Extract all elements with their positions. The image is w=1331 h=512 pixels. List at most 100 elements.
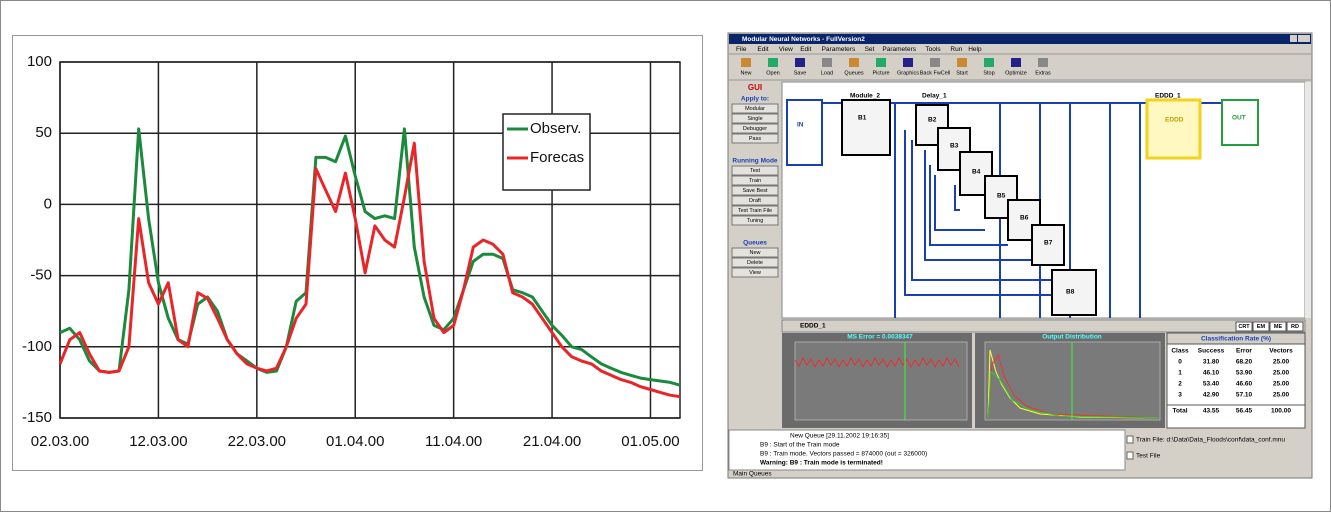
minimize-button[interactable] (1290, 35, 1297, 42)
node-label: EDDD (1165, 117, 1184, 124)
toolbar-label[interactable]: Stop (983, 70, 994, 76)
menu-item[interactable]: Run (950, 46, 962, 53)
toolbar-label[interactable]: Save (794, 70, 807, 76)
panel-button-label[interactable]: Tuning (747, 218, 764, 224)
toolbar-icon[interactable] (1038, 58, 1048, 67)
toolbar-label[interactable]: Optimize (1005, 70, 1027, 76)
toolbar-label[interactable]: Open (766, 70, 779, 76)
table-cell: 25.00 (1273, 359, 1290, 366)
panel-button-label[interactable]: Single (747, 116, 762, 122)
toolbar-label[interactable]: Extras (1035, 70, 1051, 76)
menu-item[interactable]: Tools (925, 46, 941, 53)
maximize-button[interactable] (1298, 35, 1305, 42)
toolbar-label[interactable]: Start (956, 70, 968, 76)
page: CM -150-100-5005010002.03.0012.03.0022.0… (0, 0, 1331, 512)
node-label: B5 (997, 193, 1006, 200)
toolbar-label[interactable]: Queues (844, 70, 864, 76)
panel-button-label[interactable]: View (749, 270, 761, 276)
distribution-plot-title: Output Distribution (1042, 334, 1102, 341)
panel-button-label[interactable]: Save Best (742, 188, 768, 194)
menu-item[interactable]: Edit (757, 46, 768, 53)
menu-item[interactable]: File (736, 46, 747, 53)
log-line: B9 : Train mode. Vectors passed = 874000… (760, 451, 927, 458)
panel-button-label[interactable]: Pass (749, 136, 761, 142)
table-cell: 56.45 (1236, 408, 1253, 415)
panel-button-label[interactable]: Modular (745, 106, 765, 112)
toolbar-label[interactable]: New (740, 70, 751, 76)
panel-button-label[interactable]: Debugger (743, 126, 767, 132)
train-file: Train File: d:\Data\Data_Floods\conf\dat… (1136, 437, 1285, 444)
panel-heading: Apply to: (741, 96, 769, 103)
panel-button-label[interactable]: Draft (749, 198, 761, 204)
scrollbar[interactable] (1305, 82, 1311, 318)
menu-item[interactable]: Parameters (822, 46, 856, 53)
toolbar-icon[interactable] (849, 58, 859, 67)
x-tick-label: 11.04.00 (425, 433, 482, 450)
y-tick-label: 50 (35, 124, 52, 141)
table-header: Vectors (1269, 348, 1293, 355)
toolbar-label[interactable]: Back FwCell (920, 70, 951, 76)
toolbar-label[interactable]: Picture (872, 70, 889, 76)
toolbar-icon[interactable] (903, 58, 913, 67)
node-box (842, 100, 890, 155)
legend-label: Forecas (530, 149, 584, 166)
x-tick-label: 01.05.00 (621, 433, 679, 450)
tab-label[interactable]: EM (1257, 324, 1266, 330)
log-line: B9 : Start of the Train mode (760, 442, 840, 449)
menu-item[interactable]: Parameters (882, 46, 916, 53)
toolbar-icon[interactable] (930, 58, 940, 67)
y-tick-label: 0 (44, 195, 52, 212)
node-box (1147, 100, 1200, 158)
x-tick-label: 22.03.00 (228, 433, 286, 450)
close-button[interactable] (1305, 35, 1310, 42)
table-cell: 57.10 (1236, 392, 1253, 399)
panel-button-label[interactable]: Test Train File (738, 208, 772, 214)
table-cell: 25.00 (1273, 392, 1290, 399)
module-label: EDDD_1 (1155, 93, 1181, 100)
menu-item[interactable]: Help (968, 46, 982, 53)
status-bar: Main Queues (733, 471, 772, 478)
gui-label: GUI (748, 83, 762, 92)
toolbar-icon[interactable] (984, 58, 994, 67)
checkbox[interactable] (1127, 452, 1133, 459)
table-cell: 53.90 (1236, 370, 1253, 377)
toolbar-icon[interactable] (795, 58, 805, 67)
table-cell: 43.55 (1203, 408, 1220, 415)
node-box (1222, 100, 1258, 145)
checkbox[interactable] (1127, 436, 1133, 443)
panel-button-label[interactable]: Delete (747, 260, 763, 266)
toolbar-icon[interactable] (876, 58, 886, 67)
node-label: OUT (1232, 115, 1246, 122)
legend-label: Observ. (530, 120, 581, 137)
panel-button-label[interactable]: New (749, 250, 760, 256)
screenshot: Modular Neural Networks - FullVersion2 I… (728, 33, 1312, 478)
menu-item[interactable]: View (779, 46, 793, 53)
menu-item[interactable]: Edit (800, 46, 811, 53)
table-header: Error (1236, 348, 1252, 355)
x-tick-label: 21.04.00 (523, 433, 581, 450)
panel-button-label[interactable]: Test (750, 168, 761, 174)
node-label: B7 (1044, 240, 1053, 247)
tab-label[interactable]: ME (1274, 324, 1283, 330)
node-label: IN (797, 122, 804, 129)
y-tick-label: -50 (30, 267, 52, 284)
table-header: Class (1171, 348, 1189, 355)
node-label: B1 (858, 115, 867, 122)
panel-button-label[interactable]: Train (749, 178, 761, 184)
toolbar-icon[interactable] (768, 58, 778, 67)
menu-item[interactable]: Set (865, 46, 875, 53)
toolbar-label[interactable]: Load (821, 70, 833, 76)
y-tick-label: 100 (27, 53, 52, 70)
tab-label[interactable]: RD (1291, 324, 1299, 330)
log-line: Warning: B9 : Train mode is terminated! (760, 460, 883, 467)
toolbar-icon[interactable] (957, 58, 967, 67)
toolbar-icon[interactable] (822, 58, 832, 67)
panel-heading: Running Mode (732, 158, 778, 165)
table-cell: 25.00 (1273, 381, 1290, 388)
toolbar-icon[interactable] (1011, 58, 1021, 67)
toolbar-label[interactable]: Graphics (897, 70, 919, 76)
table-cell: 31.80 (1203, 359, 1220, 366)
table-cell: 3 (1178, 392, 1182, 399)
toolbar-icon[interactable] (741, 58, 751, 67)
tab-label[interactable]: CRT (1238, 324, 1250, 330)
